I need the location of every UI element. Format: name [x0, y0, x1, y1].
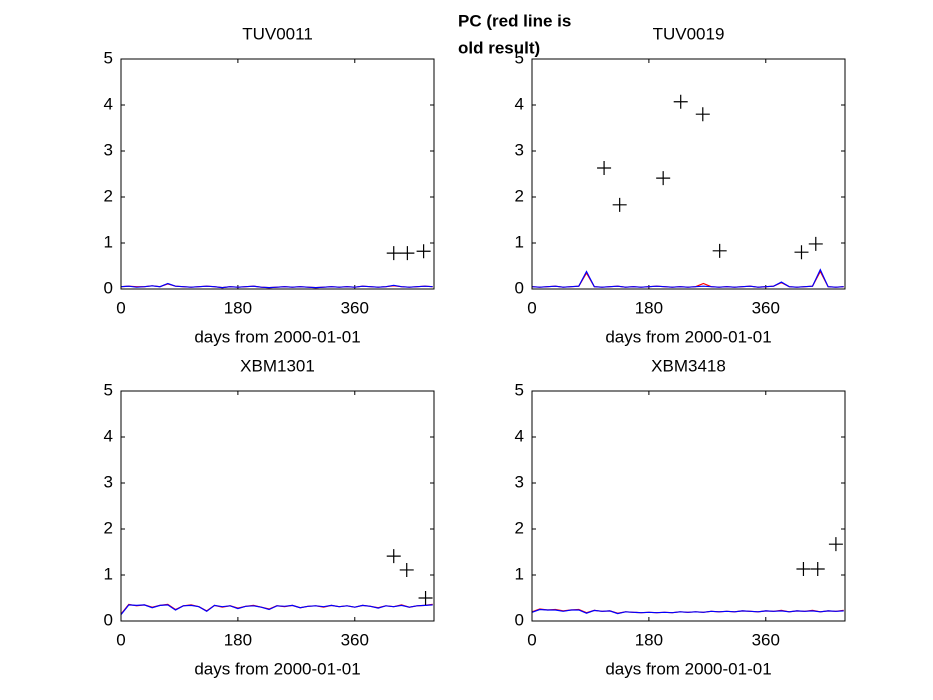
plus-marker: [796, 562, 811, 577]
plus-marker: [712, 243, 727, 258]
plus-marker: [695, 107, 710, 122]
plus-marker: [386, 246, 401, 261]
data-line: [120, 282, 433, 289]
plus-marker: [399, 562, 414, 577]
x-tick-label: 180: [635, 630, 663, 649]
y-tick-label: 4: [515, 426, 524, 445]
y-tick-label: 2: [104, 186, 113, 205]
y-tick-label: 0: [104, 610, 113, 629]
chart-title: XBM3418: [651, 356, 726, 375]
x-tick-label: 180: [224, 298, 252, 317]
chart-title: XBM1301: [240, 356, 315, 375]
y-tick-label: 0: [104, 278, 113, 297]
y-tick-label: 5: [515, 380, 524, 399]
y-tick-label: 5: [104, 380, 113, 399]
plus-marker: [810, 562, 825, 577]
y-tick-label: 1: [515, 232, 524, 251]
y-tick-label: 2: [515, 186, 524, 205]
y-tick-label: 1: [104, 564, 113, 583]
y-tick-label: 3: [104, 472, 113, 491]
chart-title: TUV0019: [653, 24, 725, 43]
x-tick-label: 360: [752, 630, 780, 649]
x-axis-label: days from 2000-01-01: [194, 327, 360, 346]
y-tick-label: 0: [515, 278, 524, 297]
plus-marker: [416, 244, 431, 259]
axes-frame: [120, 58, 435, 290]
x-tick-label: 360: [752, 298, 780, 317]
y-tick-label: 5: [104, 48, 113, 67]
y-tick-label: 3: [104, 140, 113, 159]
x-tick-label: 0: [116, 298, 125, 317]
plus-marker: [612, 197, 627, 212]
y-tick-label: 2: [104, 518, 113, 537]
plus-marker: [828, 537, 843, 552]
plus-marker: [386, 549, 401, 564]
x-tick-label: 360: [341, 298, 369, 317]
x-axis-label: days from 2000-01-01: [605, 659, 771, 678]
y-tick-label: 4: [515, 94, 524, 113]
x-tick-label: 360: [341, 630, 369, 649]
y-tick-label: 0: [515, 610, 524, 629]
plus-marker: [794, 245, 809, 260]
axes-frame: [531, 58, 846, 290]
plus-marker: [597, 161, 612, 176]
x-tick-label: 0: [527, 630, 536, 649]
y-tick-label: 2: [515, 518, 524, 537]
x-tick-label: 0: [116, 630, 125, 649]
data-line: [531, 268, 844, 288]
y-tick-label: 4: [104, 94, 113, 113]
x-tick-label: 180: [635, 298, 663, 317]
plus-marker: [656, 171, 671, 186]
y-tick-label: 5: [515, 48, 524, 67]
data-line: [531, 608, 844, 615]
x-tick-label: 180: [224, 630, 252, 649]
y-tick-label: 3: [515, 472, 524, 491]
chart-title: TUV0011: [242, 24, 313, 43]
axes-frame: [531, 390, 846, 622]
plus-marker: [400, 246, 415, 261]
x-axis-label: days from 2000-01-01: [605, 327, 771, 346]
x-axis-label: days from 2000-01-01: [194, 659, 360, 678]
axes-frame: [120, 390, 435, 622]
y-tick-label: 1: [104, 232, 113, 251]
data-line: [120, 604, 433, 615]
plus-marker: [808, 236, 823, 251]
y-tick-label: 3: [515, 140, 524, 159]
plus-marker: [673, 94, 688, 109]
annotation: PC (red line is: [458, 11, 571, 30]
y-tick-label: 1: [515, 564, 524, 583]
x-tick-label: 0: [527, 298, 536, 317]
y-tick-label: 4: [104, 426, 113, 445]
plus-marker: [418, 591, 433, 605]
annotation: old result): [458, 38, 540, 57]
